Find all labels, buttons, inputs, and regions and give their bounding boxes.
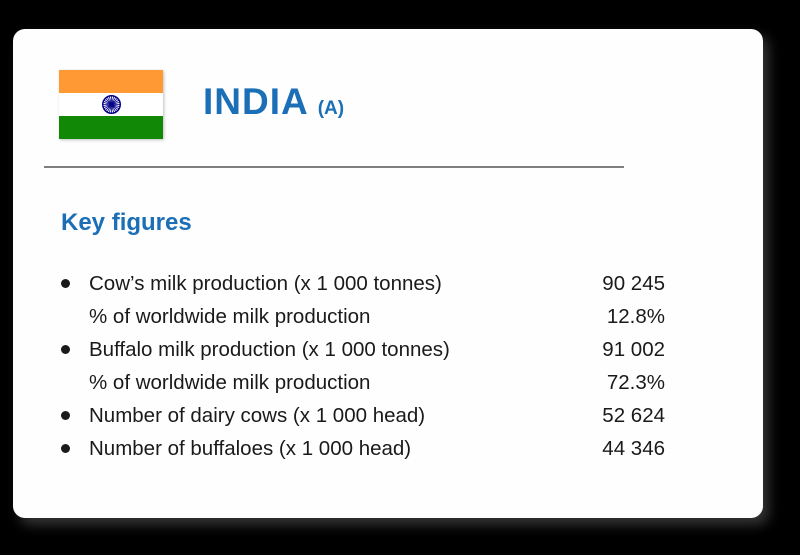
figure-row-buffalo-worldwide-share: % of worldwide milk production 72.3% <box>61 366 665 399</box>
flag-green-stripe <box>59 116 163 139</box>
figure-row-cow-worldwide-share: % of worldwide milk production 12.8% <box>61 300 665 333</box>
bullet-icon <box>61 378 89 387</box>
india-flag <box>59 70 163 139</box>
figure-value: 52 624 <box>602 403 665 427</box>
flag-white-stripe <box>59 93 163 116</box>
bullet-icon <box>61 312 89 321</box>
figure-label: Buffalo milk production (x 1 000 tonnes) <box>89 337 450 361</box>
bullet-icon <box>61 345 89 354</box>
figure-row-cow-milk-production: Cow’s milk production (x 1 000 tonnes) 9… <box>61 267 665 300</box>
figure-row-buffaloes: Number of buffaloes (x 1 000 head) 44 34… <box>61 432 665 465</box>
figure-value: 72.3% <box>606 370 665 394</box>
figure-label: % of worldwide milk production <box>89 304 371 328</box>
header-divider <box>44 166 624 168</box>
flag-saffron-stripe <box>59 70 163 93</box>
bullet-icon <box>61 411 89 420</box>
key-figures-heading: Key figures <box>61 209 192 236</box>
figure-value: 91 002 <box>602 337 665 361</box>
figure-value: 12.8% <box>606 304 665 328</box>
country-fact-card: INDIA (A) Key figures Cow’s milk product… <box>13 29 763 518</box>
figure-label: % of worldwide milk production <box>89 370 371 394</box>
figure-value: 44 346 <box>602 436 665 460</box>
figure-row-buffalo-milk-production: Buffalo milk production (x 1 000 tonnes)… <box>61 333 665 366</box>
bullet-icon <box>61 279 89 288</box>
page-title-suffix: (A) <box>317 98 345 119</box>
country-title-group: INDIA (A) <box>203 81 344 123</box>
key-figures-list: Cow’s milk production (x 1 000 tonnes) 9… <box>61 267 665 465</box>
figure-label: Cow’s milk production (x 1 000 tonnes) <box>89 271 442 295</box>
ashoka-chakra-icon <box>101 95 121 114</box>
figure-value: 90 245 <box>602 271 665 295</box>
figure-row-dairy-cows: Number of dairy cows (x 1 000 head) 52 6… <box>61 399 665 432</box>
figure-label: Number of buffaloes (x 1 000 head) <box>89 436 412 460</box>
page-title: INDIA <box>203 81 309 122</box>
bullet-icon <box>61 444 89 453</box>
figure-label: Number of dairy cows (x 1 000 head) <box>89 403 426 427</box>
